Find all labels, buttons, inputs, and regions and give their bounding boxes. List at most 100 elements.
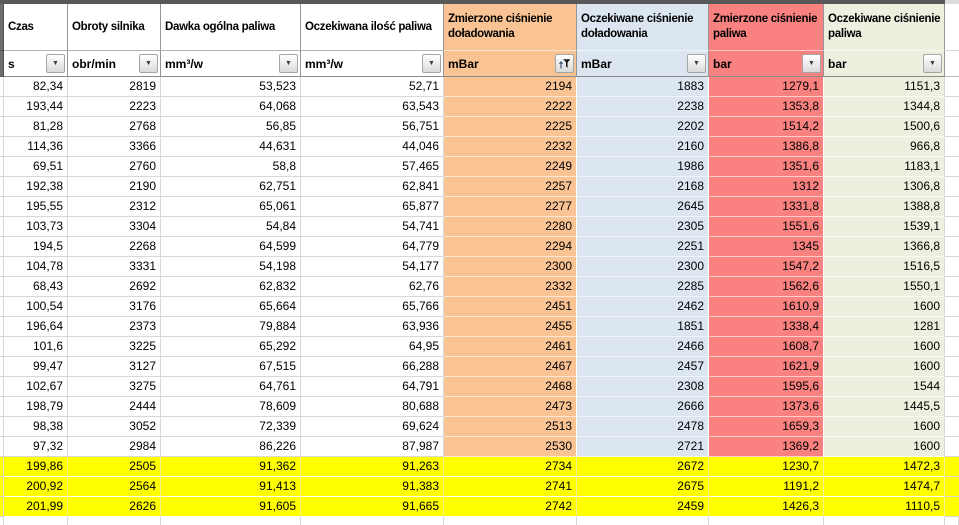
cell[interactable]: 2721 bbox=[577, 437, 709, 457]
unit-cell-oczekiwane-doladowanie[interactable]: mBar ▼ bbox=[577, 51, 709, 77]
cell[interactable]: 100,54 bbox=[4, 297, 68, 317]
filter-dropdown-button-dawka[interactable]: ▼ bbox=[279, 54, 298, 73]
cell[interactable]: 194,5 bbox=[4, 237, 68, 257]
cell[interactable]: 2251 bbox=[577, 237, 709, 257]
cell[interactable]: 69,624 bbox=[301, 417, 444, 437]
cell[interactable]: 91,383 bbox=[301, 477, 444, 497]
cell[interactable]: 91,263 bbox=[301, 457, 444, 477]
cell[interactable]: 62,76 bbox=[301, 277, 444, 297]
cell[interactable]: 64,599 bbox=[161, 237, 301, 257]
cell[interactable]: 1539,1 bbox=[824, 217, 945, 237]
cell[interactable]: 1516,5 bbox=[824, 257, 945, 277]
cell[interactable]: 2190 bbox=[68, 177, 161, 197]
cell[interactable]: 63,936 bbox=[301, 317, 444, 337]
cell[interactable]: 198,79 bbox=[4, 397, 68, 417]
cell[interactable]: 1386,8 bbox=[709, 137, 824, 157]
cell[interactable]: 54,177 bbox=[301, 257, 444, 277]
unit-cell-obroty[interactable]: obr/min ▼ bbox=[68, 51, 161, 77]
cell[interactable]: 97,32 bbox=[4, 437, 68, 457]
unit-cell-oczekiwana-ilosc[interactable]: mm³/w ▼ bbox=[301, 51, 444, 77]
cell[interactable]: 1986 bbox=[577, 157, 709, 177]
cell[interactable]: 196,64 bbox=[4, 317, 68, 337]
cell[interactable]: 3176 bbox=[68, 297, 161, 317]
cell[interactable]: 2768 bbox=[68, 117, 161, 137]
cell[interactable]: 1351,6 bbox=[709, 157, 824, 177]
cell[interactable]: 2268 bbox=[68, 237, 161, 257]
cell[interactable]: 1338,4 bbox=[709, 317, 824, 337]
cell[interactable]: 64,761 bbox=[161, 377, 301, 397]
cell[interactable]: 114,36 bbox=[4, 137, 68, 157]
cell[interactable]: 81,28 bbox=[4, 117, 68, 137]
cell[interactable]: 2194 bbox=[444, 77, 577, 97]
cell[interactable]: 1600 bbox=[824, 357, 945, 377]
cell[interactable]: 44,046 bbox=[301, 137, 444, 157]
cell[interactable]: 2300 bbox=[444, 257, 577, 277]
cell[interactable]: 53,523 bbox=[161, 77, 301, 97]
cell[interactable]: 99,47 bbox=[4, 357, 68, 377]
cell[interactable]: 1514,2 bbox=[709, 117, 824, 137]
cell[interactable]: 2455 bbox=[444, 317, 577, 337]
cell[interactable]: 1183,1 bbox=[824, 157, 945, 177]
column-header-obroty-silnika[interactable]: Obroty silnika bbox=[68, 4, 161, 51]
column-header-zmierzone-doladowanie[interactable]: Zmierzone ciśnienie doładowania bbox=[444, 4, 577, 51]
column-header-oczekiwane-doladowanie[interactable]: Oczekiwane ciśnienie doładowania bbox=[577, 4, 709, 51]
cell[interactable]: 1366,8 bbox=[824, 237, 945, 257]
cell[interactable]: 101,6 bbox=[4, 337, 68, 357]
cell[interactable]: 1472,3 bbox=[824, 457, 945, 477]
filter-dropdown-button-zmierzone-paliwo[interactable]: ▼ bbox=[802, 54, 821, 73]
cell[interactable]: 1312 bbox=[709, 177, 824, 197]
cell[interactable]: 63,543 bbox=[301, 97, 444, 117]
filter-dropdown-button-zmierzone-doladowanie[interactable] bbox=[555, 54, 574, 73]
cell[interactable]: 1373,6 bbox=[709, 397, 824, 417]
cell[interactable]: 1110,5 bbox=[824, 497, 945, 517]
cell[interactable]: 1345 bbox=[709, 237, 824, 257]
cell[interactable]: 3366 bbox=[68, 137, 161, 157]
cell[interactable]: 2451 bbox=[444, 297, 577, 317]
cell[interactable]: 2692 bbox=[68, 277, 161, 297]
unit-cell-oczekiwane-paliwo[interactable]: bar ▼ bbox=[824, 51, 945, 77]
cell[interactable]: 1600 bbox=[824, 417, 945, 437]
unit-cell-dawka[interactable]: mm³/w ▼ bbox=[161, 51, 301, 77]
filter-dropdown-button-oczekiwane-paliwo[interactable]: ▼ bbox=[923, 54, 942, 73]
cell[interactable]: 1353,8 bbox=[709, 97, 824, 117]
cell[interactable]: 2645 bbox=[577, 197, 709, 217]
unit-cell-zmierzone-paliwo[interactable]: bar ▼ bbox=[709, 51, 824, 77]
cell[interactable]: 2373 bbox=[68, 317, 161, 337]
cell[interactable]: 2160 bbox=[577, 137, 709, 157]
filter-dropdown-button-czas[interactable]: ▼ bbox=[46, 54, 65, 73]
cell[interactable]: 44,631 bbox=[161, 137, 301, 157]
unit-cell-zmierzone-doladowanie[interactable]: mBar bbox=[444, 51, 577, 77]
cell[interactable]: 2280 bbox=[444, 217, 577, 237]
cell[interactable]: 1230,7 bbox=[709, 457, 824, 477]
cell[interactable]: 2672 bbox=[577, 457, 709, 477]
cell[interactable]: 2238 bbox=[577, 97, 709, 117]
filter-dropdown-button-obroty[interactable]: ▼ bbox=[139, 54, 158, 73]
cell[interactable]: 1610,9 bbox=[709, 297, 824, 317]
cell[interactable]: 2675 bbox=[577, 477, 709, 497]
cell[interactable]: 2984 bbox=[68, 437, 161, 457]
cell[interactable]: 104,78 bbox=[4, 257, 68, 277]
cell[interactable]: 1344,8 bbox=[824, 97, 945, 117]
cell[interactable]: 1281 bbox=[824, 317, 945, 337]
cell[interactable]: 2444 bbox=[68, 397, 161, 417]
cell[interactable]: 2305 bbox=[577, 217, 709, 237]
cell[interactable]: 54,84 bbox=[161, 217, 301, 237]
cell[interactable]: 2294 bbox=[444, 237, 577, 257]
column-header-czas[interactable]: Czas bbox=[4, 4, 68, 51]
cell[interactable]: 2232 bbox=[444, 137, 577, 157]
cell[interactable]: 56,85 bbox=[161, 117, 301, 137]
cell[interactable]: 103,73 bbox=[4, 217, 68, 237]
cell[interactable]: 2312 bbox=[68, 197, 161, 217]
cell[interactable]: 2223 bbox=[68, 97, 161, 117]
cell[interactable]: 2257 bbox=[444, 177, 577, 197]
cell[interactable]: 2564 bbox=[68, 477, 161, 497]
cell[interactable]: 2277 bbox=[444, 197, 577, 217]
cell[interactable]: 2461 bbox=[444, 337, 577, 357]
cell[interactable]: 2249 bbox=[444, 157, 577, 177]
cell[interactable]: 56,751 bbox=[301, 117, 444, 137]
cell[interactable]: 68,43 bbox=[4, 277, 68, 297]
column-header-oczekiwana-ilosc[interactable]: Oczekiwana ilość paliwa bbox=[301, 4, 444, 51]
cell[interactable]: 3304 bbox=[68, 217, 161, 237]
cell[interactable]: 1659,3 bbox=[709, 417, 824, 437]
cell[interactable]: 1600 bbox=[824, 297, 945, 317]
